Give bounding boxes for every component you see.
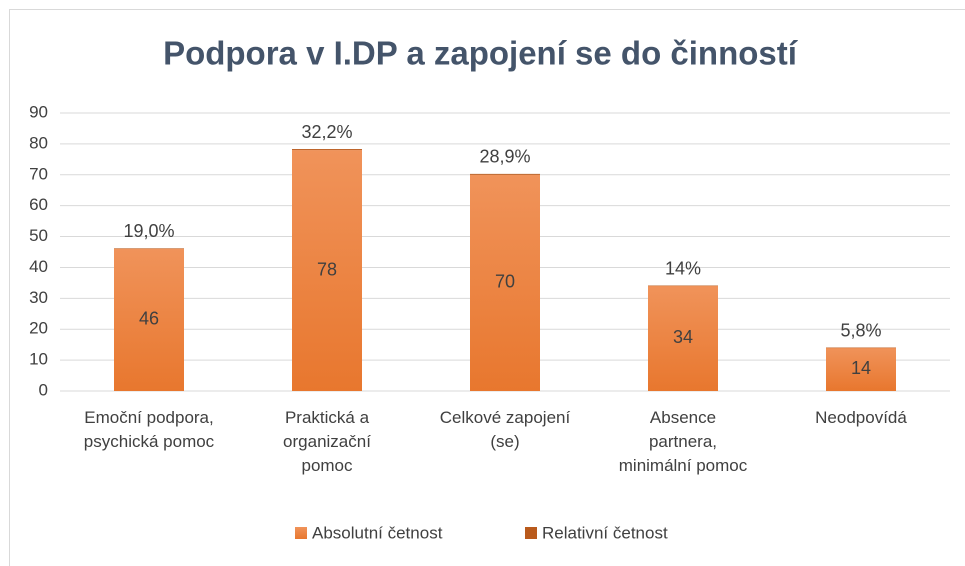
y-tick-label: 40 xyxy=(29,257,48,276)
y-tick-label: 30 xyxy=(29,288,48,307)
value-label: 34 xyxy=(673,327,693,347)
bar xyxy=(292,150,362,391)
value-label: 78 xyxy=(317,259,337,279)
x-tick-label: Absence partnera, minimální pomoc xyxy=(618,408,748,475)
y-tick-label: 10 xyxy=(29,350,48,369)
legend-label: Absolutní četnost xyxy=(312,523,443,542)
legend-swatch xyxy=(525,527,537,539)
bar xyxy=(114,248,184,391)
y-tick-label: 50 xyxy=(29,226,48,245)
x-tick-label: Emoční podpora, psychická pomoc xyxy=(83,408,215,451)
value-label: 19,0% xyxy=(123,221,174,241)
bar xyxy=(470,174,540,391)
value-label: 14 xyxy=(851,358,871,378)
legend-label: Relativní četnost xyxy=(542,523,668,542)
y-tick-label: 70 xyxy=(29,164,48,183)
y-tick-label: 60 xyxy=(29,195,48,214)
y-tick-label: 80 xyxy=(29,133,48,152)
bar xyxy=(114,248,184,249)
legend-swatch xyxy=(295,527,307,539)
y-tick-label: 0 xyxy=(39,380,48,399)
bar xyxy=(470,173,540,175)
value-label: 28,9% xyxy=(479,147,530,167)
value-label: 32,2% xyxy=(301,122,352,142)
y-tick-label: 90 xyxy=(29,102,48,121)
x-tick-label: Celkové zapojení (se) xyxy=(439,408,571,451)
y-tick-label: 20 xyxy=(29,319,48,338)
value-label: 5,8% xyxy=(840,320,881,340)
value-label: 46 xyxy=(139,309,159,329)
chart-border xyxy=(9,9,965,566)
x-tick-label: Praktická a organizační pomoc xyxy=(283,408,371,475)
chart-title: Podpora v I.DP a zapojení se do činností xyxy=(163,35,799,72)
bar xyxy=(648,285,718,391)
x-tick-label: Neodpovídá xyxy=(815,408,907,427)
bar xyxy=(648,285,718,287)
bar xyxy=(826,347,896,391)
value-label: 14% xyxy=(665,258,701,278)
bar xyxy=(826,347,896,349)
bar xyxy=(292,149,362,151)
value-label: 70 xyxy=(495,272,515,292)
